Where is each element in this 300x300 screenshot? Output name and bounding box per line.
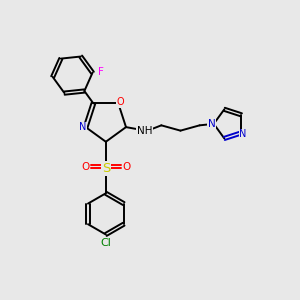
Text: N: N — [79, 122, 86, 132]
Text: N: N — [208, 119, 215, 129]
Text: O: O — [81, 162, 89, 172]
Text: F: F — [98, 67, 104, 77]
Text: O: O — [122, 162, 130, 172]
Text: Cl: Cl — [100, 238, 111, 248]
Text: S: S — [102, 162, 110, 175]
Text: NH: NH — [136, 126, 152, 136]
Text: O: O — [117, 97, 124, 107]
Text: N: N — [239, 129, 247, 139]
